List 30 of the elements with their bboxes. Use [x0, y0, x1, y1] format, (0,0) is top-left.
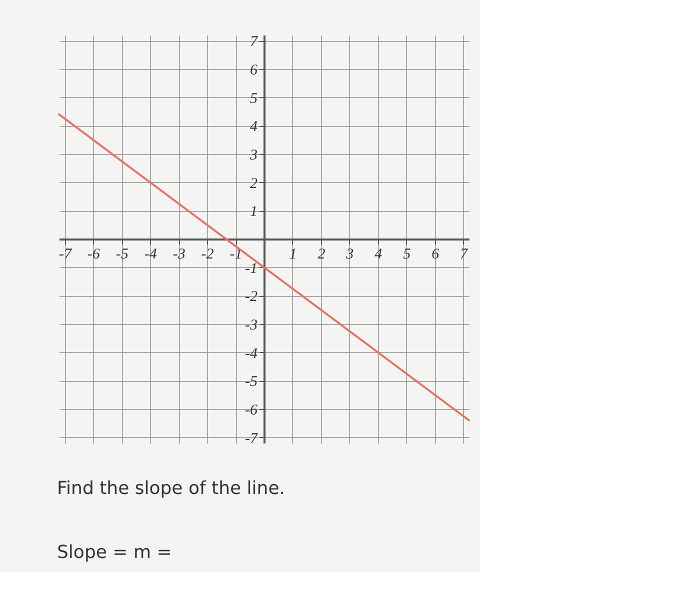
y-tick-label: 1: [250, 204, 258, 220]
x-tick-label: 7: [460, 246, 470, 262]
y-tick-label: -3: [245, 318, 258, 334]
x-tick-label: -5: [116, 246, 129, 262]
x-tick-label: 2: [318, 246, 326, 262]
text: Slope = m =: [57, 542, 172, 563]
y-tick-label: -5: [245, 374, 258, 390]
x-tick-label: 1: [289, 246, 297, 262]
y-tick-label: 4: [250, 119, 258, 136]
y-tick-label: -7: [245, 430, 259, 447]
y-tick-label: 3: [249, 148, 258, 164]
x-tick-label: -7: [58, 246, 73, 262]
x-tick-label: -4: [144, 246, 158, 262]
y-tick-label: 2: [250, 176, 258, 192]
x-tick-label: -2: [201, 246, 214, 262]
y-tick-label: 6: [250, 62, 258, 78]
x-tick-label: -6: [87, 246, 100, 262]
x-tick-label: 6: [432, 246, 440, 262]
y-tick-label: -1: [245, 260, 258, 277]
line-series: [58, 113, 470, 422]
x-tick-label: -3: [172, 246, 186, 262]
x-tick-label: 5: [403, 246, 412, 262]
y-tick-label: -2: [245, 289, 258, 306]
x-tick-label: 3: [345, 246, 354, 262]
x-tick-label: 4: [374, 246, 383, 262]
y-tick-label: 5: [250, 90, 258, 107]
y-tick-label: -6: [245, 402, 258, 418]
y-tick-label: -4: [245, 346, 258, 362]
y-tick-label: 7: [250, 34, 259, 50]
text: Find the slope of the line.: [57, 478, 286, 499]
